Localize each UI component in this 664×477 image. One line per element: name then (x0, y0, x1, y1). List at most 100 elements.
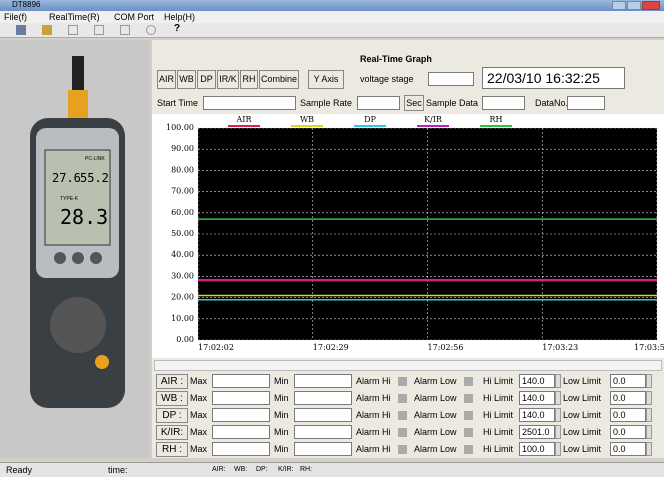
graph-button[interactable]: Y Axis (308, 70, 344, 89)
hi-limit-label: Hi Limit (483, 442, 513, 456)
panel-title: Real-Time Graph (360, 54, 432, 64)
status-ready: Ready (6, 463, 32, 477)
graph-button[interactable]: WB (177, 70, 196, 89)
low-limit-spinner[interactable] (646, 442, 652, 456)
min-input (294, 408, 352, 422)
sample-rate-label: Sample Rate (300, 96, 352, 110)
device-power (95, 355, 109, 369)
channel-label[interactable]: K/IR: (156, 425, 188, 440)
y-tick-label: 50.00 (171, 229, 194, 238)
channel-label[interactable]: DP : (156, 408, 188, 423)
voltage-input[interactable] (428, 72, 474, 86)
alarm-hi-label: Alarm Hi (356, 408, 391, 422)
datetime-display: 22/03/10 16:32:25 (482, 67, 625, 89)
sample-data-input[interactable] (482, 96, 525, 110)
y-tick-label: 20.00 (171, 293, 194, 302)
alarm-hi-indicator (398, 394, 407, 403)
status-field: DP: (256, 463, 268, 477)
channel-label[interactable]: WB : (156, 391, 188, 406)
maximize-button[interactable] (627, 1, 641, 10)
max-label: Max (190, 425, 207, 439)
min-label: Min (274, 374, 289, 388)
help-icon[interactable]: ? (174, 23, 180, 34)
status-field: AIR: (212, 463, 226, 477)
y-tick-label: 70.00 (171, 187, 194, 196)
alarm-hi-label: Alarm Hi (356, 442, 391, 456)
status-field: WB: (234, 463, 247, 477)
hi-limit-spinner[interactable] (555, 442, 561, 456)
min-input (294, 374, 352, 388)
low-limit-input[interactable]: 0.0 (610, 408, 646, 422)
low-limit-spinner[interactable] (646, 425, 652, 439)
low-limit-spinner[interactable] (646, 408, 652, 422)
alarm-low-label: Alarm Low (414, 374, 457, 388)
zoom-icon[interactable] (146, 25, 156, 35)
low-limit-label: Low Limit (563, 374, 601, 388)
menu-item[interactable]: RealTime(R) (49, 10, 100, 24)
graph-button[interactable]: Combine (259, 70, 299, 89)
low-limit-spinner[interactable] (646, 374, 652, 388)
hi-limit-spinner[interactable] (555, 391, 561, 405)
alarm-low-label: Alarm Low (414, 425, 457, 439)
hi-limit-input[interactable]: 100.0 (519, 442, 555, 456)
y-tick-label: 0.00 (176, 335, 194, 344)
y-tick-label: 10.00 (171, 314, 194, 323)
hi-limit-spinner[interactable] (555, 374, 561, 388)
save-icon[interactable] (16, 25, 26, 35)
print-icon[interactable] (120, 25, 130, 35)
low-limit-input[interactable]: 0.0 (610, 374, 646, 388)
hi-limit-input[interactable]: 140.0 (519, 391, 555, 405)
max-input (212, 442, 270, 456)
max-label: Max (190, 442, 207, 456)
alarm-low-label: Alarm Low (414, 408, 457, 422)
hi-limit-input[interactable]: 2501.0 (519, 425, 555, 439)
legend-label: RH (490, 115, 503, 124)
play-icon[interactable] (68, 25, 78, 35)
alarm-low-indicator (464, 394, 473, 403)
status-field: K/IR: (278, 463, 294, 477)
alarm-low-indicator (464, 377, 473, 386)
data-no-input[interactable] (567, 96, 605, 110)
scrollbar[interactable] (154, 360, 662, 371)
graph-button[interactable]: AIR (157, 70, 176, 89)
graph-button[interactable]: DP (197, 70, 216, 89)
app-window: DT8896 File(f)RealTime(R)COM PortHelp(H)… (0, 0, 664, 477)
low-limit-spinner[interactable] (646, 391, 652, 405)
device-reading: 27.6 (52, 171, 81, 185)
channel-label[interactable]: RH : (156, 442, 188, 457)
alarm-hi-indicator (398, 428, 407, 437)
y-tick-label: 80.00 (171, 165, 194, 174)
min-input (294, 425, 352, 439)
hi-limit-spinner[interactable] (555, 408, 561, 422)
min-input (294, 391, 352, 405)
hi-limit-label: Hi Limit (483, 408, 513, 422)
graph-button[interactable]: RH (240, 70, 258, 89)
menu-item[interactable]: File(f) (4, 10, 27, 24)
open-icon[interactable] (42, 25, 52, 35)
low-limit-input[interactable]: 0.0 (610, 425, 646, 439)
sample-rate-input[interactable] (357, 96, 400, 110)
stop-icon[interactable] (94, 25, 104, 35)
min-label: Min (274, 391, 289, 405)
close-button[interactable] (642, 1, 660, 10)
low-limit-input[interactable]: 0.0 (610, 442, 646, 456)
low-limit-input[interactable]: 0.0 (610, 391, 646, 405)
y-tick-label: 30.00 (171, 271, 194, 280)
menu-item[interactable]: Help(H) (164, 10, 195, 24)
hi-limit-input[interactable]: 140.0 (519, 374, 555, 388)
menu-item[interactable]: COM Port (114, 10, 154, 24)
device-button (54, 252, 66, 264)
low-limit-label: Low Limit (563, 391, 601, 405)
start-time-input[interactable] (203, 96, 296, 110)
sec-button[interactable]: Sec (404, 95, 424, 111)
hi-limit-label: Hi Limit (483, 391, 513, 405)
graph-button[interactable]: IR/K (217, 70, 239, 89)
hi-limit-input[interactable]: 140.0 (519, 408, 555, 422)
data-no-label: DataNo. (535, 96, 568, 110)
hi-limit-spinner[interactable] (555, 425, 561, 439)
device-button (90, 252, 102, 264)
max-label: Max (190, 408, 207, 422)
channel-label[interactable]: AIR : (156, 374, 188, 389)
x-tick-label: 17:03:23 (542, 343, 578, 352)
minimize-button[interactable] (612, 1, 626, 10)
